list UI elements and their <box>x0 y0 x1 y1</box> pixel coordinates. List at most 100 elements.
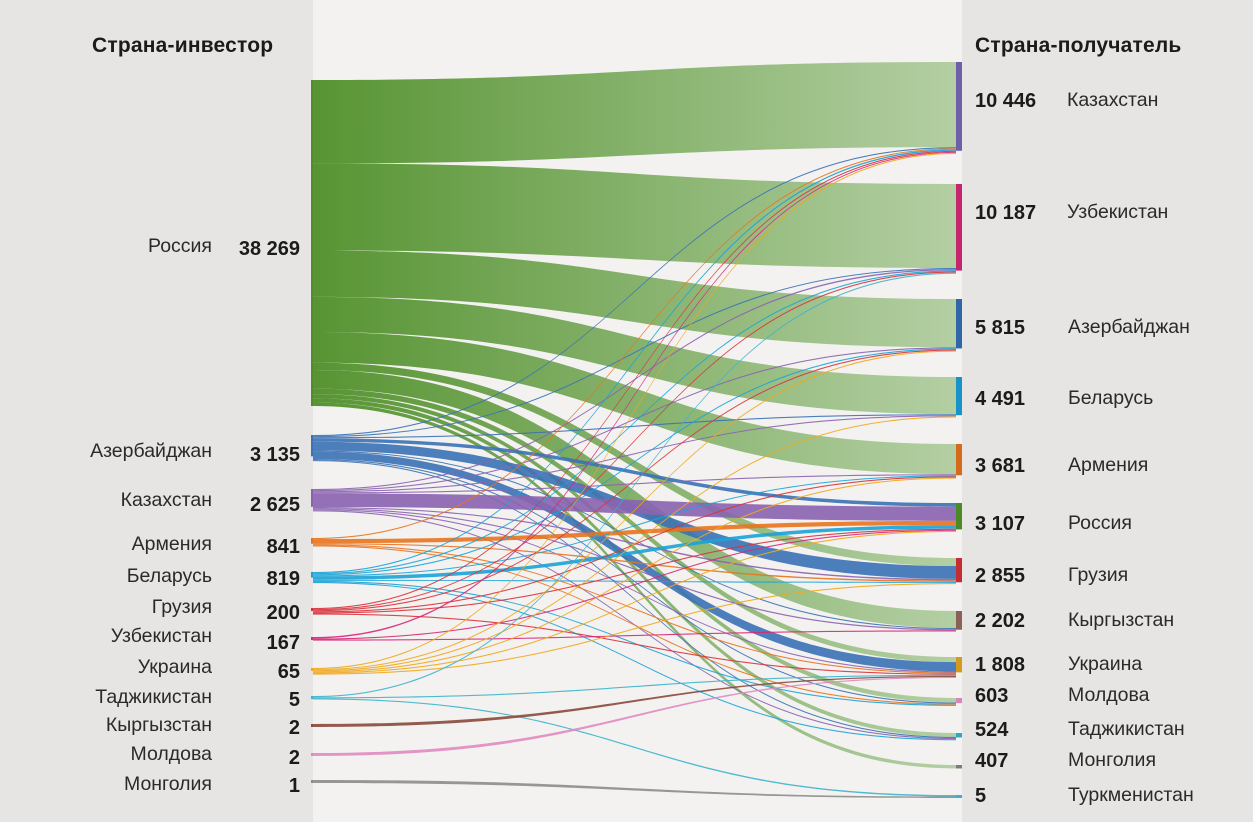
target-label-georgia: Грузия <box>1068 564 1129 586</box>
flow-russia-to-mongolia <box>313 402 956 769</box>
target-bar-tajikistan <box>956 733 962 738</box>
target-bar-kazakhstan <box>956 62 962 151</box>
source-bar-belarus <box>311 572 313 578</box>
target-bar-moldova <box>956 698 962 704</box>
source-value-azerbaijan: 3 135 <box>249 444 300 466</box>
flow-russia-to-georgia <box>313 362 956 566</box>
source-value-belarus: 819 <box>266 568 300 590</box>
flow-azerbaijan-to-russia <box>313 438 956 507</box>
source-bar-georgia <box>311 608 313 611</box>
recipient-panel <box>962 0 1253 822</box>
source-bar-kyrgyzstan <box>311 724 313 727</box>
flow-russia-to-moldova <box>313 394 956 703</box>
target-label-mongolia: Монголия <box>1068 749 1157 771</box>
flow-belarus-to-tajikistan <box>313 582 956 741</box>
source-value-armenia: 841 <box>266 536 300 558</box>
target-label-armenia: Армения <box>1068 454 1149 476</box>
investor-header: Страна-инвестор <box>92 34 274 57</box>
target-label-russia: Россия <box>1068 512 1132 534</box>
source-value-moldova: 2 <box>288 747 300 769</box>
flow-uzbekistan-to-russia <box>313 529 956 640</box>
investor-panel <box>0 0 313 822</box>
source-bar-ukraine <box>311 668 313 671</box>
flow-armenia-to-kazakhstan <box>313 148 956 540</box>
source-label-belarus: Беларусь <box>126 565 212 587</box>
target-bar-ukraine <box>956 657 962 673</box>
source-value-uzbekistan: 167 <box>266 632 300 654</box>
flow-belarus-to-russia <box>313 525 956 580</box>
flow-ukraine-to-kazakhstan <box>313 152 956 670</box>
flow-azerbaijan-to-kazakhstan <box>313 147 956 437</box>
target-label-turkmenistan: Туркменистан <box>1068 784 1194 806</box>
flow-tajikistan-to-uzbekistan <box>313 272 956 698</box>
flow-kazakhstan-to-russia <box>313 493 956 521</box>
target-bar-mongolia <box>956 765 962 769</box>
flow-russia-to-azerbaijan <box>313 250 956 348</box>
target-value-armenia: 3 681 <box>975 455 1026 477</box>
source-bar-mongolia <box>311 780 313 783</box>
flow-tajikistan-to-turkmenistan <box>313 698 956 797</box>
target-bar-russia <box>956 503 962 530</box>
source-bar-armenia <box>311 538 313 544</box>
source-label-uzbekistan: Узбекистан <box>110 625 212 647</box>
flow-tajikistan-to-ukraine <box>313 674 956 699</box>
flow-georgia-to-azerbaijan <box>313 349 956 612</box>
target-bar-armenia <box>956 444 962 476</box>
target-value-moldova: 603 <box>975 685 1009 707</box>
flow-armenia-to-ukraine <box>313 544 956 674</box>
target-value-georgia: 2 855 <box>975 565 1026 587</box>
flow-georgia-to-uzbekistan <box>313 271 956 611</box>
flow-kazakhstan-to-armenia <box>313 474 956 494</box>
flow-belarus-to-armenia <box>313 475 956 577</box>
flow-georgia-to-kazakhstan <box>313 150 956 610</box>
target-bar-georgia <box>956 558 962 583</box>
source-label-kyrgyzstan: Кыргызстан <box>105 714 212 736</box>
source-bar-azerbaijan <box>311 435 313 457</box>
target-label-kazakhstan: Казахстан <box>1067 89 1159 111</box>
flow-armenia-to-moldova <box>313 545 956 705</box>
flow-georgia-to-ukraine <box>313 613 956 675</box>
source-label-mongolia: Монголия <box>123 773 212 795</box>
recipient-header: Страна-получатель <box>975 34 1182 57</box>
flow-belarus-to-azerbaijan <box>313 348 956 576</box>
flow-ukraine-to-armenia <box>313 477 956 673</box>
target-value-mongolia: 407 <box>975 750 1009 772</box>
target-label-tajikistan: Таджикистан <box>1068 718 1185 740</box>
source-value-ukraine: 65 <box>277 661 300 683</box>
flow-kazakhstan-to-belarus <box>313 415 956 493</box>
flow-armenia-to-georgia <box>313 543 956 582</box>
target-label-uzbekistan: Узбекистан <box>1067 201 1169 223</box>
flow-azerbaijan-to-tajikistan <box>313 460 956 739</box>
flow-ukraine-to-russia <box>313 530 956 674</box>
source-label-russia: Россия <box>148 235 212 257</box>
flow-belarus-to-moldova <box>313 580 956 706</box>
target-value-kyrgyzstan: 2 202 <box>975 610 1026 632</box>
flow-mongolia-to-turkmenistan <box>313 780 956 798</box>
target-bar-azerbaijan <box>956 299 962 349</box>
flow-uzbekistan-to-kyrgyzstan <box>313 630 956 641</box>
source-value-russia: 38 269 <box>238 238 300 260</box>
flow-azerbaijan-to-belarus <box>313 414 956 439</box>
source-value-georgia: 200 <box>266 602 300 624</box>
source-label-moldova: Молдова <box>130 743 212 765</box>
flow-moldova-to-ukraine <box>313 676 956 756</box>
target-value-tajikistan: 524 <box>975 719 1009 741</box>
flow-azerbaijan-to-kyrgyzstan <box>313 450 956 630</box>
target-bar-kyrgyzstan <box>956 611 962 630</box>
source-bar-kazakhstan <box>311 489 313 507</box>
target-label-azerbaijan: Азербайджан <box>1068 316 1190 338</box>
flow-kazakhstan-to-azerbaijan <box>313 347 956 492</box>
flow-russia-to-kazakhstan <box>313 62 956 164</box>
source-label-tajikistan: Таджикистан <box>95 686 212 708</box>
flow-belarus-to-kazakhstan <box>313 149 956 574</box>
flow-ukraine-to-georgia <box>313 582 956 675</box>
source-value-mongolia: 1 <box>288 775 300 797</box>
flow-kazakhstan-to-ukraine <box>313 509 956 673</box>
source-bar-uzbekistan <box>311 637 313 640</box>
source-label-azerbaijan: Азербайджан <box>90 440 212 462</box>
target-value-turkmenistan: 5 <box>975 785 987 807</box>
source-bar-moldova <box>311 753 313 756</box>
source-label-georgia: Грузия <box>151 596 212 618</box>
source-label-ukraine: Украина <box>137 656 212 678</box>
